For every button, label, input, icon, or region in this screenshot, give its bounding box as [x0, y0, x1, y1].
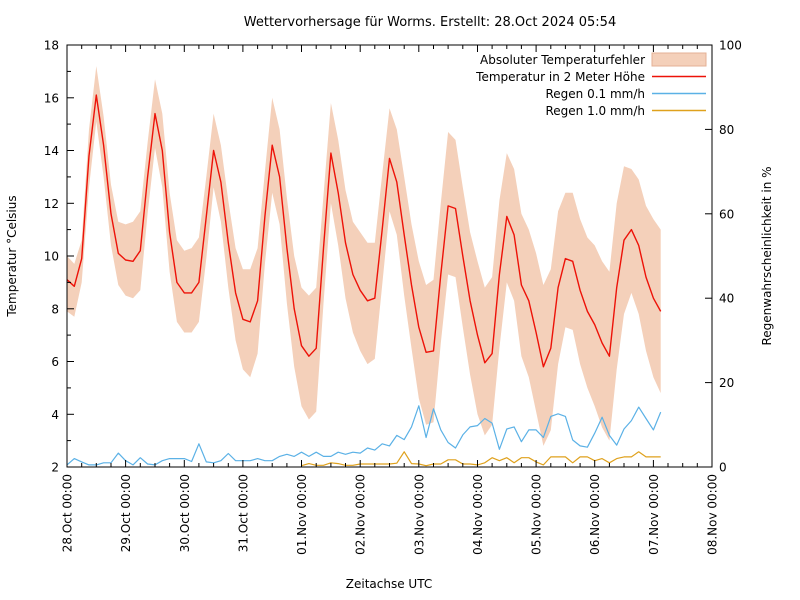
y-left-tick-label: 4: [51, 408, 59, 422]
x-axis-tick-label: 31.Oct 00:00: [236, 474, 250, 552]
x-axis-tick-label: 29.Oct 00:00: [119, 474, 133, 552]
y-right-tick-label: 40: [719, 292, 734, 306]
y-left-tick-label: 8: [51, 302, 59, 316]
x-axis-tick-label: 04.Nov 00:00: [471, 474, 485, 555]
x-axis-tick-label: 01.Nov 00:00: [295, 474, 309, 555]
rain-01-line: [66, 405, 662, 466]
y-left-tick-label: 10: [44, 250, 59, 264]
y-right-tick-label: 20: [719, 376, 734, 390]
x-axis-tick-label: 03.Nov 00:00: [412, 474, 426, 555]
x-axis-tick-label: 08.Nov 00:00: [706, 474, 720, 555]
x-axis-tick-label: 30.Oct 00:00: [178, 474, 192, 552]
y-right-tick-label: 60: [719, 207, 734, 221]
legend: Absoluter Temperaturfehler Temperatur in …: [475, 52, 707, 118]
y-left-tick-label: 14: [44, 144, 59, 158]
temperature-error-band: [67, 66, 661, 446]
x-axis-label: Zeitachse UTC: [346, 577, 432, 591]
y-left-axis-label: Temperatur °Celsius: [5, 195, 19, 317]
temperature-line: [66, 94, 662, 368]
y-left-tick-label: 16: [44, 91, 59, 105]
y-right-axis-label: Regenwahrscheinlichkeit in %: [760, 166, 774, 345]
y-left-tick-label: 12: [44, 197, 59, 211]
y-left-tick-label: 18: [44, 39, 59, 53]
x-axis-tick-label: 07.Nov 00:00: [647, 474, 661, 555]
y-left-tick-label: 6: [51, 355, 59, 369]
legend-label-2: Regen 0.1 mm/h: [545, 87, 645, 101]
x-axis-tick-label: 06.Nov 00:00: [588, 474, 602, 555]
legend-label-0: Absoluter Temperaturfehler: [480, 53, 645, 67]
legend-label-1: Temperatur in 2 Meter Höhe: [475, 70, 645, 84]
legend-swatch-error-band: [651, 52, 707, 67]
x-axis-tick-label: 02.Nov 00:00: [354, 474, 368, 555]
chart-title: Wettervorhersage für Worms. Erstellt: 28…: [244, 15, 616, 30]
x-axis-tick-label: 05.Nov 00:00: [530, 474, 544, 555]
y-right-tick-label: 100: [719, 39, 742, 53]
x-axis-tick-label: 28.Oct 00:00: [61, 474, 75, 552]
y-left-tick-label: 2: [51, 461, 59, 475]
legend-label-3: Regen 1.0 mm/h: [545, 104, 645, 118]
rain-10-line: [301, 451, 661, 467]
y-right-tick-label: 80: [719, 123, 734, 137]
y-right-tick-label: 0: [719, 461, 727, 475]
plot-area: 28.Oct 00:00 29.Oct 00:00 30.Oct 00:00 31.O…: [44, 39, 742, 555]
